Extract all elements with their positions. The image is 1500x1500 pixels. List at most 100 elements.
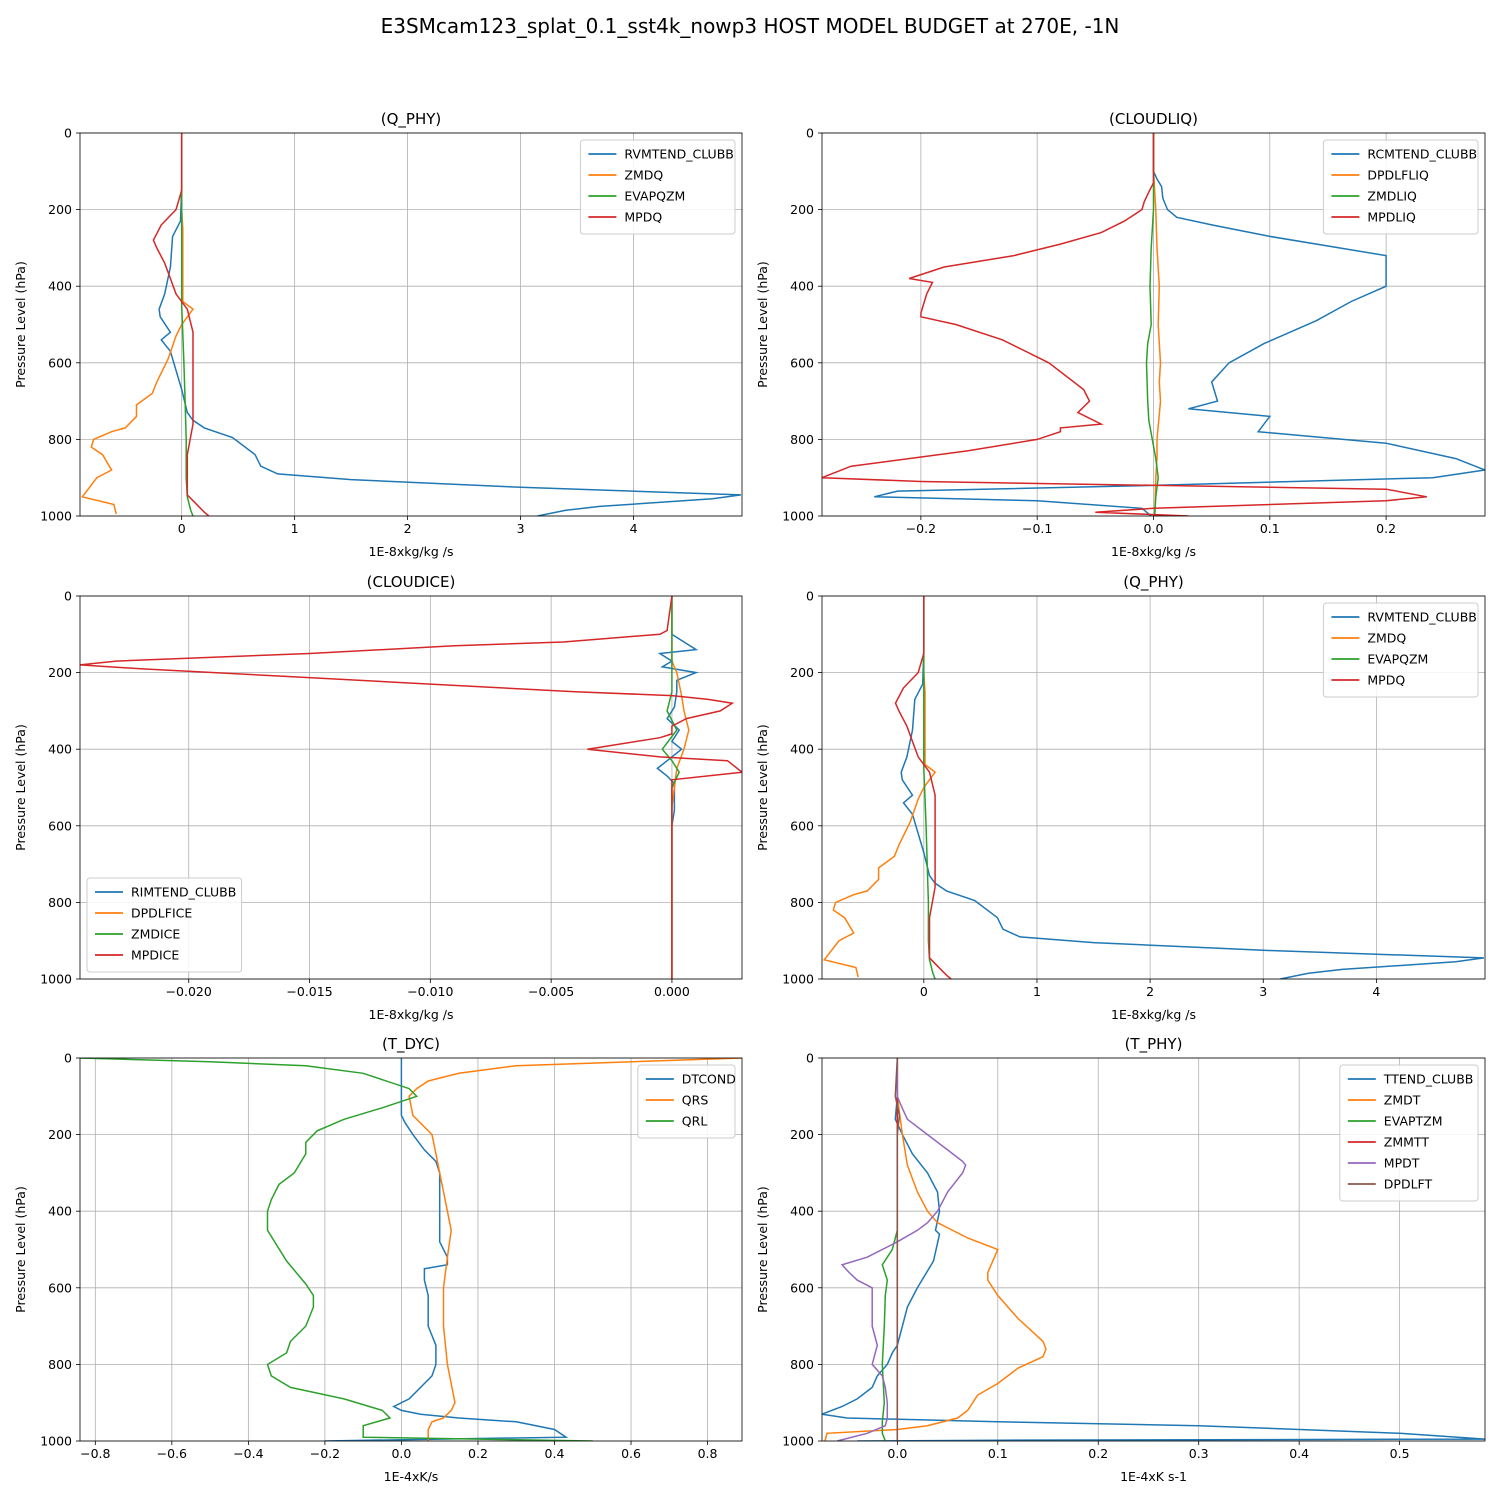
y-tick-label: 200 — [48, 665, 72, 680]
legend-entry: ZMDICE — [131, 927, 180, 942]
series-line-dpdlfliq — [1152, 133, 1162, 516]
legend-entry: EVAPTZM — [1384, 1114, 1443, 1129]
chart-title: (Q_PHY) — [381, 110, 442, 129]
y-tick-label: 400 — [790, 279, 814, 294]
chart-panel-4: 0 1 2 3 4 0 200 400 600 800 1000 (Q_PHY) 1E-8xkg/kg … — [755, 573, 1486, 1022]
plot-frame — [79, 1057, 743, 1442]
y-tick-label: 200 — [790, 202, 814, 217]
legend-entry: QRL — [682, 1114, 708, 1129]
x-tick-label: 3 — [517, 521, 525, 536]
legend-entry: MPDICE — [131, 948, 179, 963]
legend: DTCOND QRS QRL — [637, 1064, 736, 1139]
y-tick-label: 600 — [790, 818, 814, 833]
y-tick-label: 200 — [790, 1127, 814, 1142]
x-tick-label: 0.0 — [887, 1446, 907, 1461]
y-tick-label: 0 — [806, 1051, 814, 1066]
y-tick-label: 200 — [790, 665, 814, 680]
legend-entry: EVAPQZM — [624, 189, 685, 204]
y-tick-label: 0 — [64, 126, 72, 141]
x-tick-label: 3 — [1259, 984, 1267, 999]
x-tick-label: 0.2 — [1088, 1446, 1108, 1461]
legend-entry: MPDT — [1384, 1156, 1420, 1171]
chart-title: (Q_PHY) — [1123, 573, 1184, 592]
series-line-rvmtend_clubb — [158, 133, 742, 516]
figure-title: E3SMcam123_splat_0.1_sst4k_nowp3 HOST MO… — [380, 14, 1120, 38]
x-tick-label: 0.1 — [1260, 521, 1280, 536]
x-tick-label: −0.020 — [166, 984, 212, 999]
y-tick-label: 800 — [48, 895, 72, 910]
chart-title: (CLOUDLIQ) — [1109, 110, 1198, 128]
x-tick-label: 1 — [1033, 984, 1041, 999]
x-tick-label: −0.1 — [1022, 521, 1052, 536]
legend-entry: MPDLIQ — [1367, 210, 1416, 225]
legend-entry: EVAPQZM — [1367, 652, 1428, 667]
chart-title: (T_DYC) — [382, 1035, 440, 1054]
legend-entry: DPDLFLIQ — [1367, 168, 1429, 183]
series-line-mpdq — [152, 133, 210, 516]
y-tick-label: 600 — [48, 355, 72, 370]
chart-title: (T_PHY) — [1125, 1035, 1183, 1054]
x-tick-label: 0.4 — [545, 1446, 565, 1461]
legend-entry: ZMDQ — [624, 168, 663, 183]
x-tick-label: 0.0 — [1144, 521, 1164, 536]
legend-entry: MPDQ — [624, 210, 662, 225]
legend: RVMTEND_CLUBB ZMDQ EVAPQZM MPDQ — [1322, 602, 1479, 698]
x-tick-label: 2 — [404, 521, 412, 536]
y-axis-label: Pressure Level (hPa) — [755, 724, 770, 851]
y-tick-label: 0 — [64, 1051, 72, 1066]
plot-frame — [821, 1057, 1486, 1442]
legend: RCMTEND_CLUBB DPDLFLIQ ZMDLIQ MPDLIQ — [1322, 139, 1479, 235]
x-tick-label: −0.2 — [906, 521, 936, 536]
legend: RVMTEND_CLUBB ZMDQ EVAPQZM MPDQ — [579, 139, 736, 235]
y-tick-label: 1000 — [782, 1434, 814, 1449]
y-axis-label: Pressure Level (hPa) — [13, 1186, 28, 1313]
x-tick-label: −0.2 — [310, 1446, 340, 1461]
series-line-dpdlft — [894, 1058, 901, 1441]
series-line-rimtend_clubb — [656, 596, 699, 826]
y-tick-label: 0 — [806, 126, 814, 141]
x-axis-label: 1E-8xkg/kg /s — [1111, 1007, 1196, 1022]
series-line-mpdice — [80, 596, 742, 979]
x-tick-label: 0.8 — [698, 1446, 718, 1461]
legend-entry: ZMDT — [1384, 1093, 1421, 1108]
series-line-mpdliq — [822, 133, 1427, 516]
y-tick-label: 1000 — [40, 1434, 72, 1449]
legend: TTEND_CLUBB ZMDT EVAPTZM ZMMTT MPDT DPDLFT — [1339, 1064, 1479, 1202]
y-tick-label: 600 — [790, 1280, 814, 1295]
legend-entry: DTCOND — [682, 1072, 736, 1087]
legend-entry: TTEND_CLUBB — [1383, 1072, 1474, 1087]
y-tick-label: 800 — [790, 1357, 814, 1372]
x-axis-label: 1E-4xK s-1 — [1120, 1469, 1187, 1484]
y-tick-label: 400 — [48, 279, 72, 294]
y-tick-label: 400 — [790, 742, 814, 757]
x-tick-label: −0.8 — [80, 1446, 110, 1461]
legend-entry: DPDLFT — [1384, 1177, 1433, 1192]
plot-frame — [821, 595, 1486, 980]
y-tick-label: 1000 — [40, 972, 72, 987]
legend-entry: ZMDLIQ — [1367, 189, 1417, 204]
y-tick-label: 1000 — [782, 972, 814, 987]
plot-frame — [79, 132, 743, 517]
x-axis-label: 1E-4xK/s — [384, 1469, 439, 1484]
y-tick-label: 0 — [64, 589, 72, 604]
y-tick-label: 1000 — [782, 509, 814, 524]
x-tick-label: −0.4 — [233, 1446, 263, 1461]
y-axis-label: Pressure Level (hPa) — [755, 1186, 770, 1313]
y-tick-label: 0 — [806, 589, 814, 604]
y-tick-label: 200 — [48, 1127, 72, 1142]
legend-entry: RIMTEND_CLUBB — [131, 885, 236, 900]
chart-panel-5: −0.8 −0.6 −0.4 −0.2 0.0 0.2 0.4 0.6 0.8 0 200 400 60… — [13, 1035, 743, 1484]
x-tick-label: −0.015 — [286, 984, 332, 999]
series-line-mpdt — [836, 1058, 967, 1441]
chart-panel-3: −0.020 −0.015 −0.010 −0.005 0.000 0 200 400 600 8… — [13, 573, 743, 1022]
chart-panel-2: −0.2 −0.1 0.0 0.1 0.2 0 200 400 600 800 1000 (CLOUD… — [755, 110, 1486, 559]
legend-entry: RVMTEND_CLUBB — [1367, 610, 1476, 625]
x-tick-label: −0.005 — [528, 984, 574, 999]
series-line-zmdt — [824, 1058, 1047, 1441]
y-tick-label: 400 — [48, 1204, 72, 1219]
legend-entry: DPDLFICE — [131, 906, 192, 921]
x-tick-label: 0 — [178, 521, 186, 536]
x-tick-label: 4 — [630, 521, 638, 536]
series-line-qrl — [80, 1058, 593, 1441]
y-tick-label: 200 — [48, 202, 72, 217]
